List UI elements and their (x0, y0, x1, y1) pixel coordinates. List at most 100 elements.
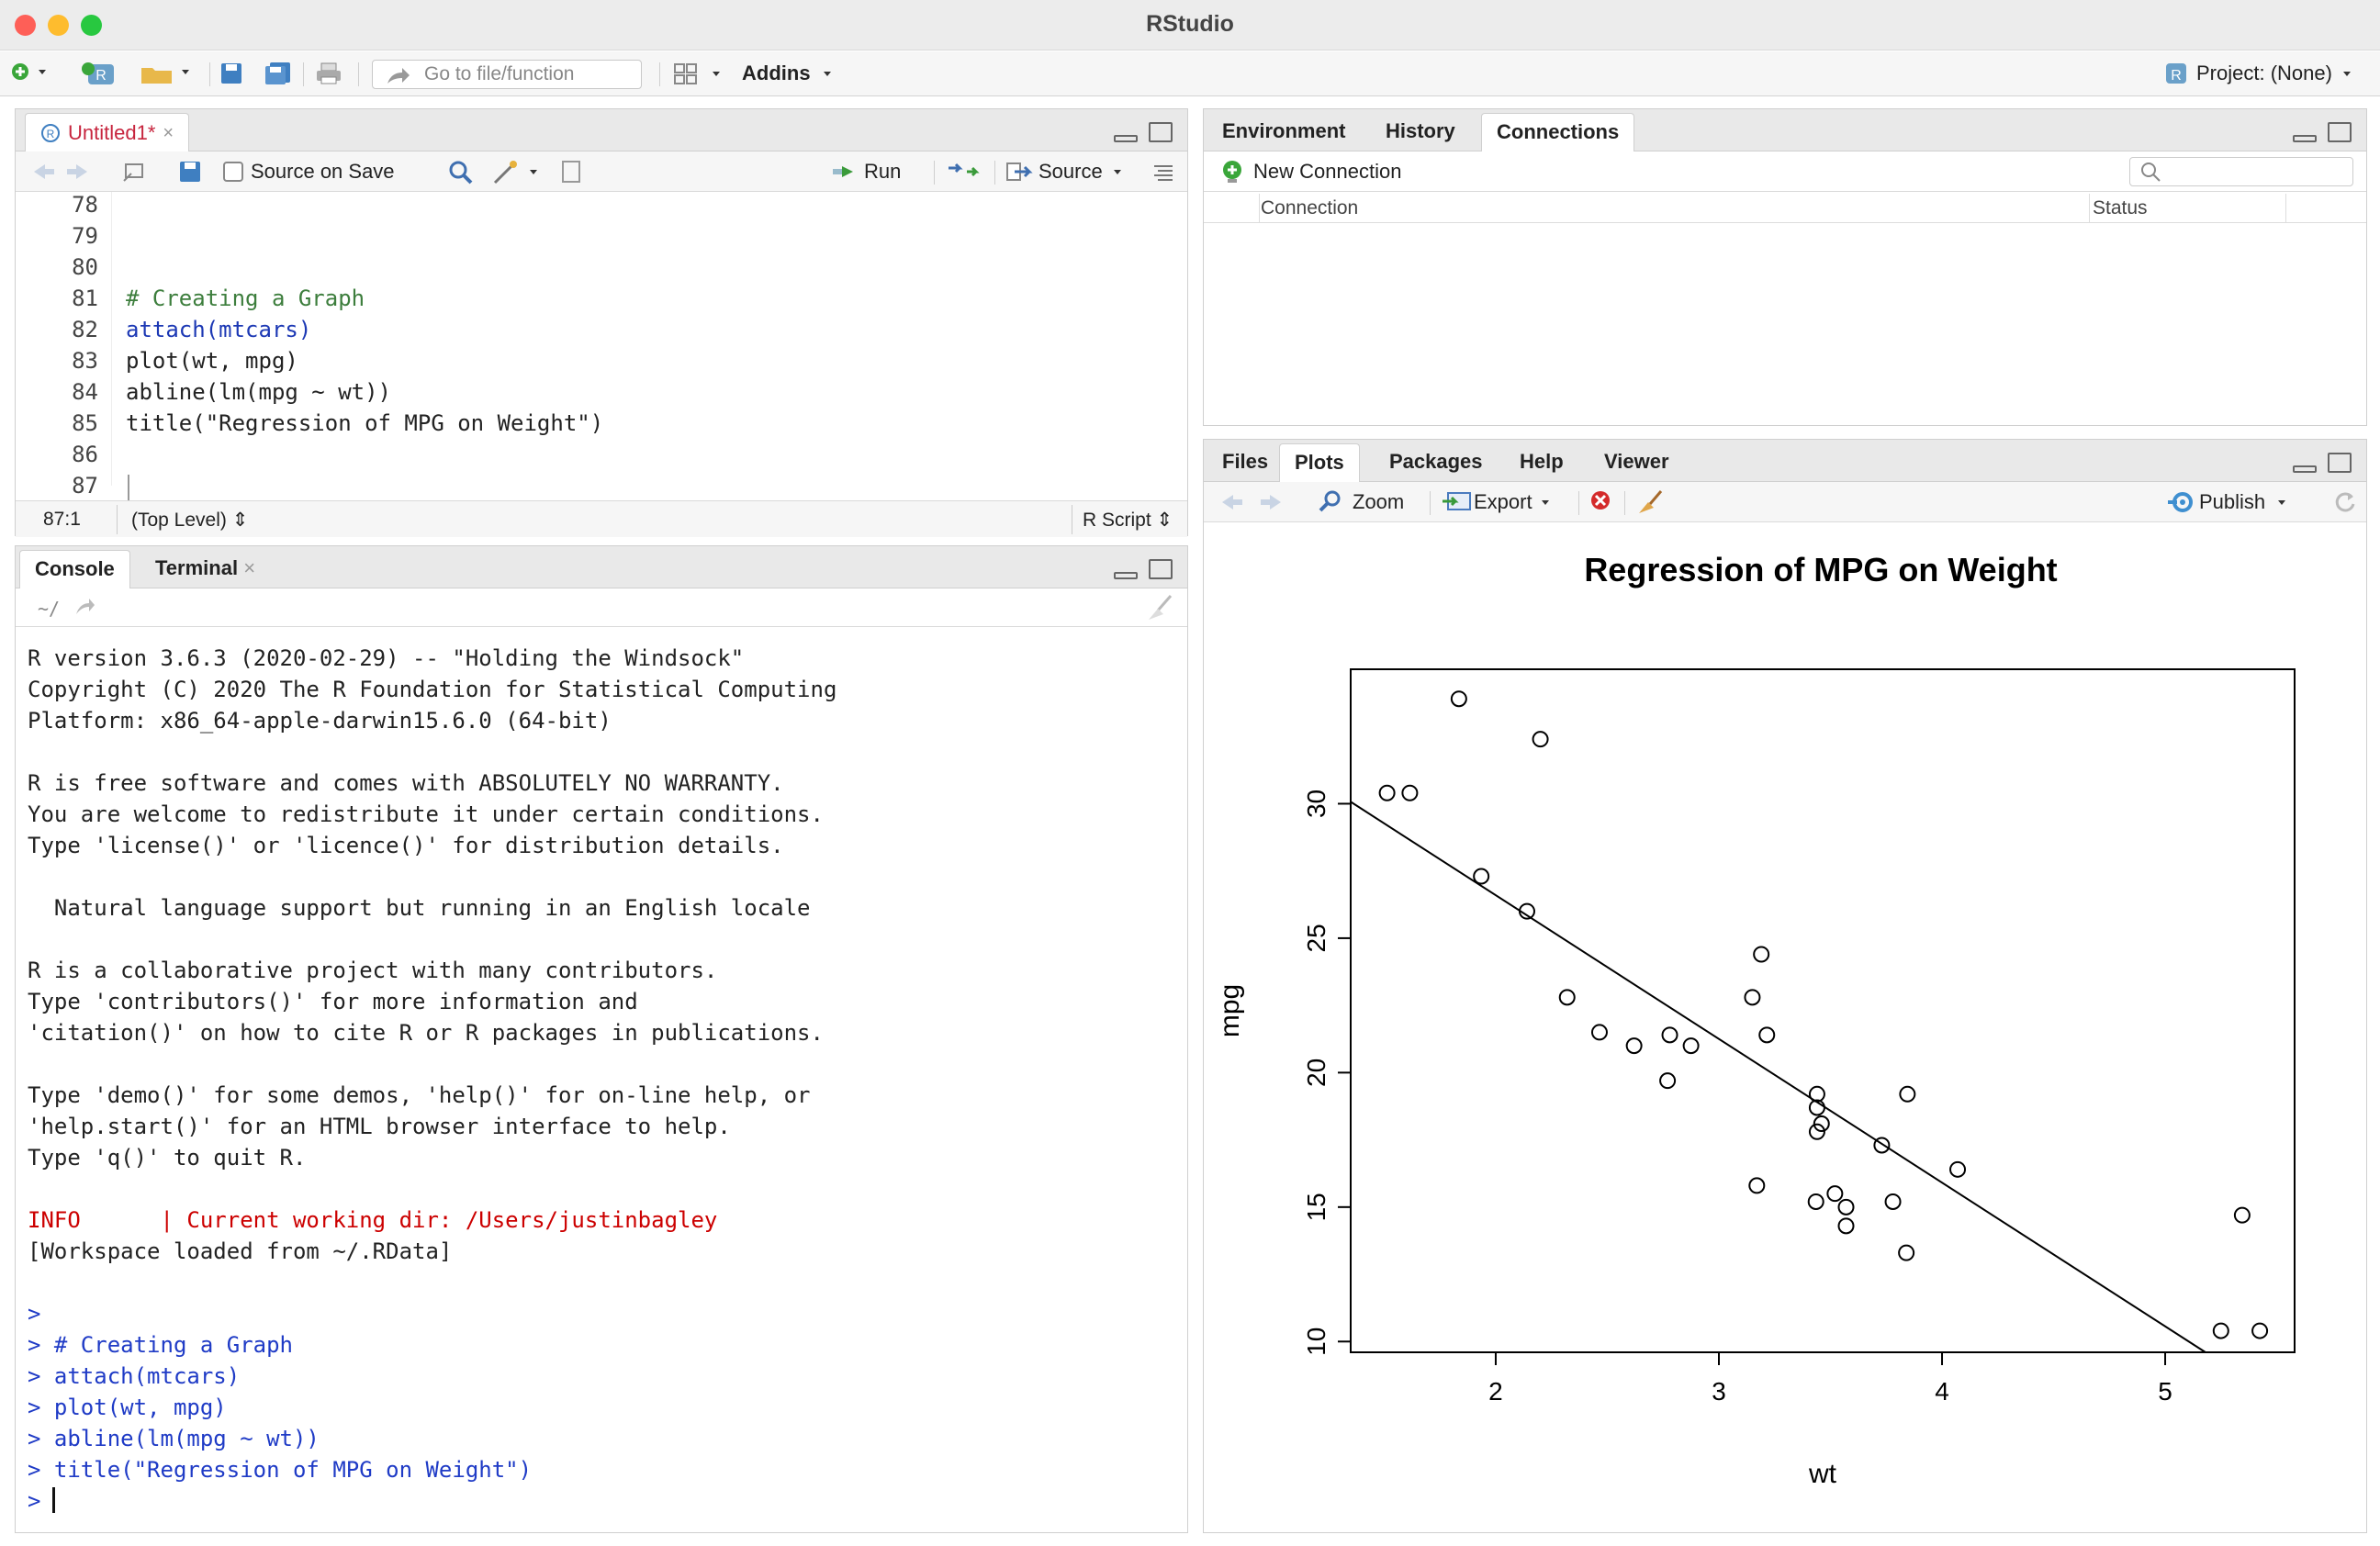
tab-history[interactable]: History (1386, 119, 1455, 142)
scatter-point (1753, 946, 1770, 963)
y-tick-label: 15 (1302, 1193, 1330, 1221)
maximize-pane-button[interactable] (1149, 559, 1173, 579)
go-to-dir-icon[interactable] (73, 596, 96, 623)
tab-environment[interactable]: Environment (1222, 119, 1346, 142)
minimize-pane-button[interactable] (1114, 135, 1138, 142)
tab-viewer[interactable]: Viewer (1604, 450, 1669, 473)
scatter-point (1661, 1026, 1678, 1044)
clear-console-icon[interactable] (1143, 594, 1176, 627)
export-button[interactable]: Export (1441, 487, 1555, 517)
y-tick-label: 10 (1302, 1328, 1330, 1356)
code-editor[interactable]: 78 79 80 81 # Creating a Graph 82 attach(mtcar… (16, 192, 1187, 500)
tab-untitled1[interactable]: R Untitled1* × (25, 113, 190, 151)
new-file-button[interactable] (9, 59, 53, 88)
working-dir-label: ~/ (38, 598, 61, 620)
column-status[interactable]: Status (2093, 197, 2148, 218)
minimize-pane-button[interactable] (1114, 572, 1138, 579)
run-button[interactable]: Run (831, 157, 901, 186)
maximize-pane-button[interactable] (1149, 122, 1173, 142)
column-connection[interactable]: Connection (1261, 197, 1359, 218)
source-on-save-checkbox[interactable]: Source on Save (223, 157, 395, 186)
scatter-point (1813, 1115, 1830, 1133)
back-forward-icons[interactable] (28, 157, 93, 186)
new-connection-label: New Connection (1253, 160, 1402, 183)
show-in-window-icon[interactable] (120, 157, 148, 186)
rerun-button[interactable] (945, 157, 985, 186)
print-button[interactable] (314, 59, 343, 88)
checkbox-box[interactable] (223, 162, 243, 182)
grid-layout-icon (674, 63, 720, 84)
pane-window-buttons (2293, 453, 2352, 473)
clear-plots-button[interactable] (1635, 487, 1665, 517)
compile-report-icon[interactable] (559, 157, 583, 186)
scatter-point (1518, 902, 1535, 920)
publish-button[interactable]: Publish (2168, 487, 2293, 517)
scope-selector[interactable]: (Top Level) ⇕ (131, 509, 248, 532)
save-button[interactable] (219, 59, 244, 88)
maximize-pane-button[interactable] (2328, 453, 2352, 473)
close-tab-icon[interactable]: × (163, 122, 174, 143)
tab-terminal[interactable]: Terminal × (140, 550, 270, 588)
close-window-button[interactable] (15, 15, 36, 36)
tab-files[interactable]: Files (1222, 450, 1269, 473)
refresh-icon (2335, 492, 2355, 512)
source-arrow-icon (1006, 162, 1033, 181)
editor-save-button[interactable] (177, 157, 203, 186)
editor-tabbar: R Untitled1* × (16, 109, 1187, 151)
connections-table-header: Connection Status (1204, 194, 2366, 223)
tab-packages[interactable]: Packages (1389, 450, 1483, 473)
tab-connections[interactable]: Connections (1481, 113, 1635, 151)
code-line[interactable]: plot(wt, mpg) (126, 348, 298, 374)
scatter-point (1532, 731, 1549, 748)
source-button[interactable]: Source (1005, 157, 1128, 186)
svg-text:R: R (95, 68, 107, 84)
console-line: Natural language support but running in … (28, 895, 811, 921)
console-line: Platform: x86_64-apple-darwin15.6.0 (64-… (28, 708, 612, 734)
document-outline-button[interactable] (1151, 157, 1176, 186)
maximize-window-button[interactable] (81, 15, 102, 36)
tab-plots[interactable]: Plots (1279, 443, 1360, 482)
tab-console[interactable]: Console (19, 550, 130, 588)
code-line[interactable]: attach(mtcars) (126, 317, 312, 342)
line-number: 84 (72, 379, 98, 405)
source-on-save-label: Source on Save (251, 160, 395, 183)
line-number: 78 (72, 192, 98, 218)
maximize-pane-button[interactable] (2328, 122, 2352, 142)
tab-help[interactable]: Help (1520, 450, 1564, 473)
new-project-button[interactable]: R (79, 59, 119, 88)
zoom-button[interactable]: Zoom (1318, 487, 1404, 517)
connections-search-input[interactable] (2129, 157, 2353, 186)
minimize-pane-button[interactable] (2293, 135, 2317, 142)
project-menu[interactable]: R Project: (None) (2163, 59, 2358, 88)
scatter-point (1949, 1160, 1967, 1178)
line-number: 82 (72, 317, 98, 342)
addins-menu[interactable]: Addins (742, 59, 838, 88)
close-tab-icon[interactable]: × (243, 556, 256, 579)
find-button[interactable] (447, 157, 475, 186)
pane-layout-button[interactable] (672, 59, 729, 88)
folder-icon (141, 68, 189, 84)
minimize-pane-button[interactable] (2293, 465, 2317, 473)
y-tick-label: 25 (1302, 924, 1330, 952)
refresh-plot-button[interactable] (2331, 487, 2359, 517)
console-output[interactable]: R version 3.6.3 (2020-02-29) -- "Holding… (28, 643, 836, 1517)
save-all-button[interactable] (263, 59, 294, 88)
console-path-bar: ~/ (16, 588, 1187, 627)
remove-plot-button[interactable] (1588, 487, 1613, 517)
goto-file-input[interactable]: Go to file/function (372, 60, 642, 89)
publish-icon (2168, 492, 2193, 512)
regression-plot: Regression of MPG on Weight 2 3 4 5 10 15 20 2… (1215, 551, 2296, 1489)
code-tools-button[interactable] (491, 157, 546, 186)
scatter-point (1378, 784, 1396, 801)
code-line[interactable]: abline(lm(mpg ~ wt)) (126, 379, 391, 405)
file-type-selector[interactable]: R Script ⇕ (1083, 509, 1173, 532)
code-line[interactable]: title("Regression of MPG on Weight") (126, 410, 604, 436)
new-connection-button[interactable]: New Connection (1220, 157, 1401, 186)
minimize-window-button[interactable] (48, 15, 69, 36)
console-pane: Console Terminal × ~/ (15, 545, 1188, 1533)
plot-history-arrows[interactable] (1217, 487, 1286, 517)
line-number: 79 (72, 223, 98, 249)
open-file-button[interactable] (138, 59, 198, 88)
code-line[interactable]: # Creating a Graph (126, 286, 365, 311)
r-file-icon: R (41, 123, 60, 142)
